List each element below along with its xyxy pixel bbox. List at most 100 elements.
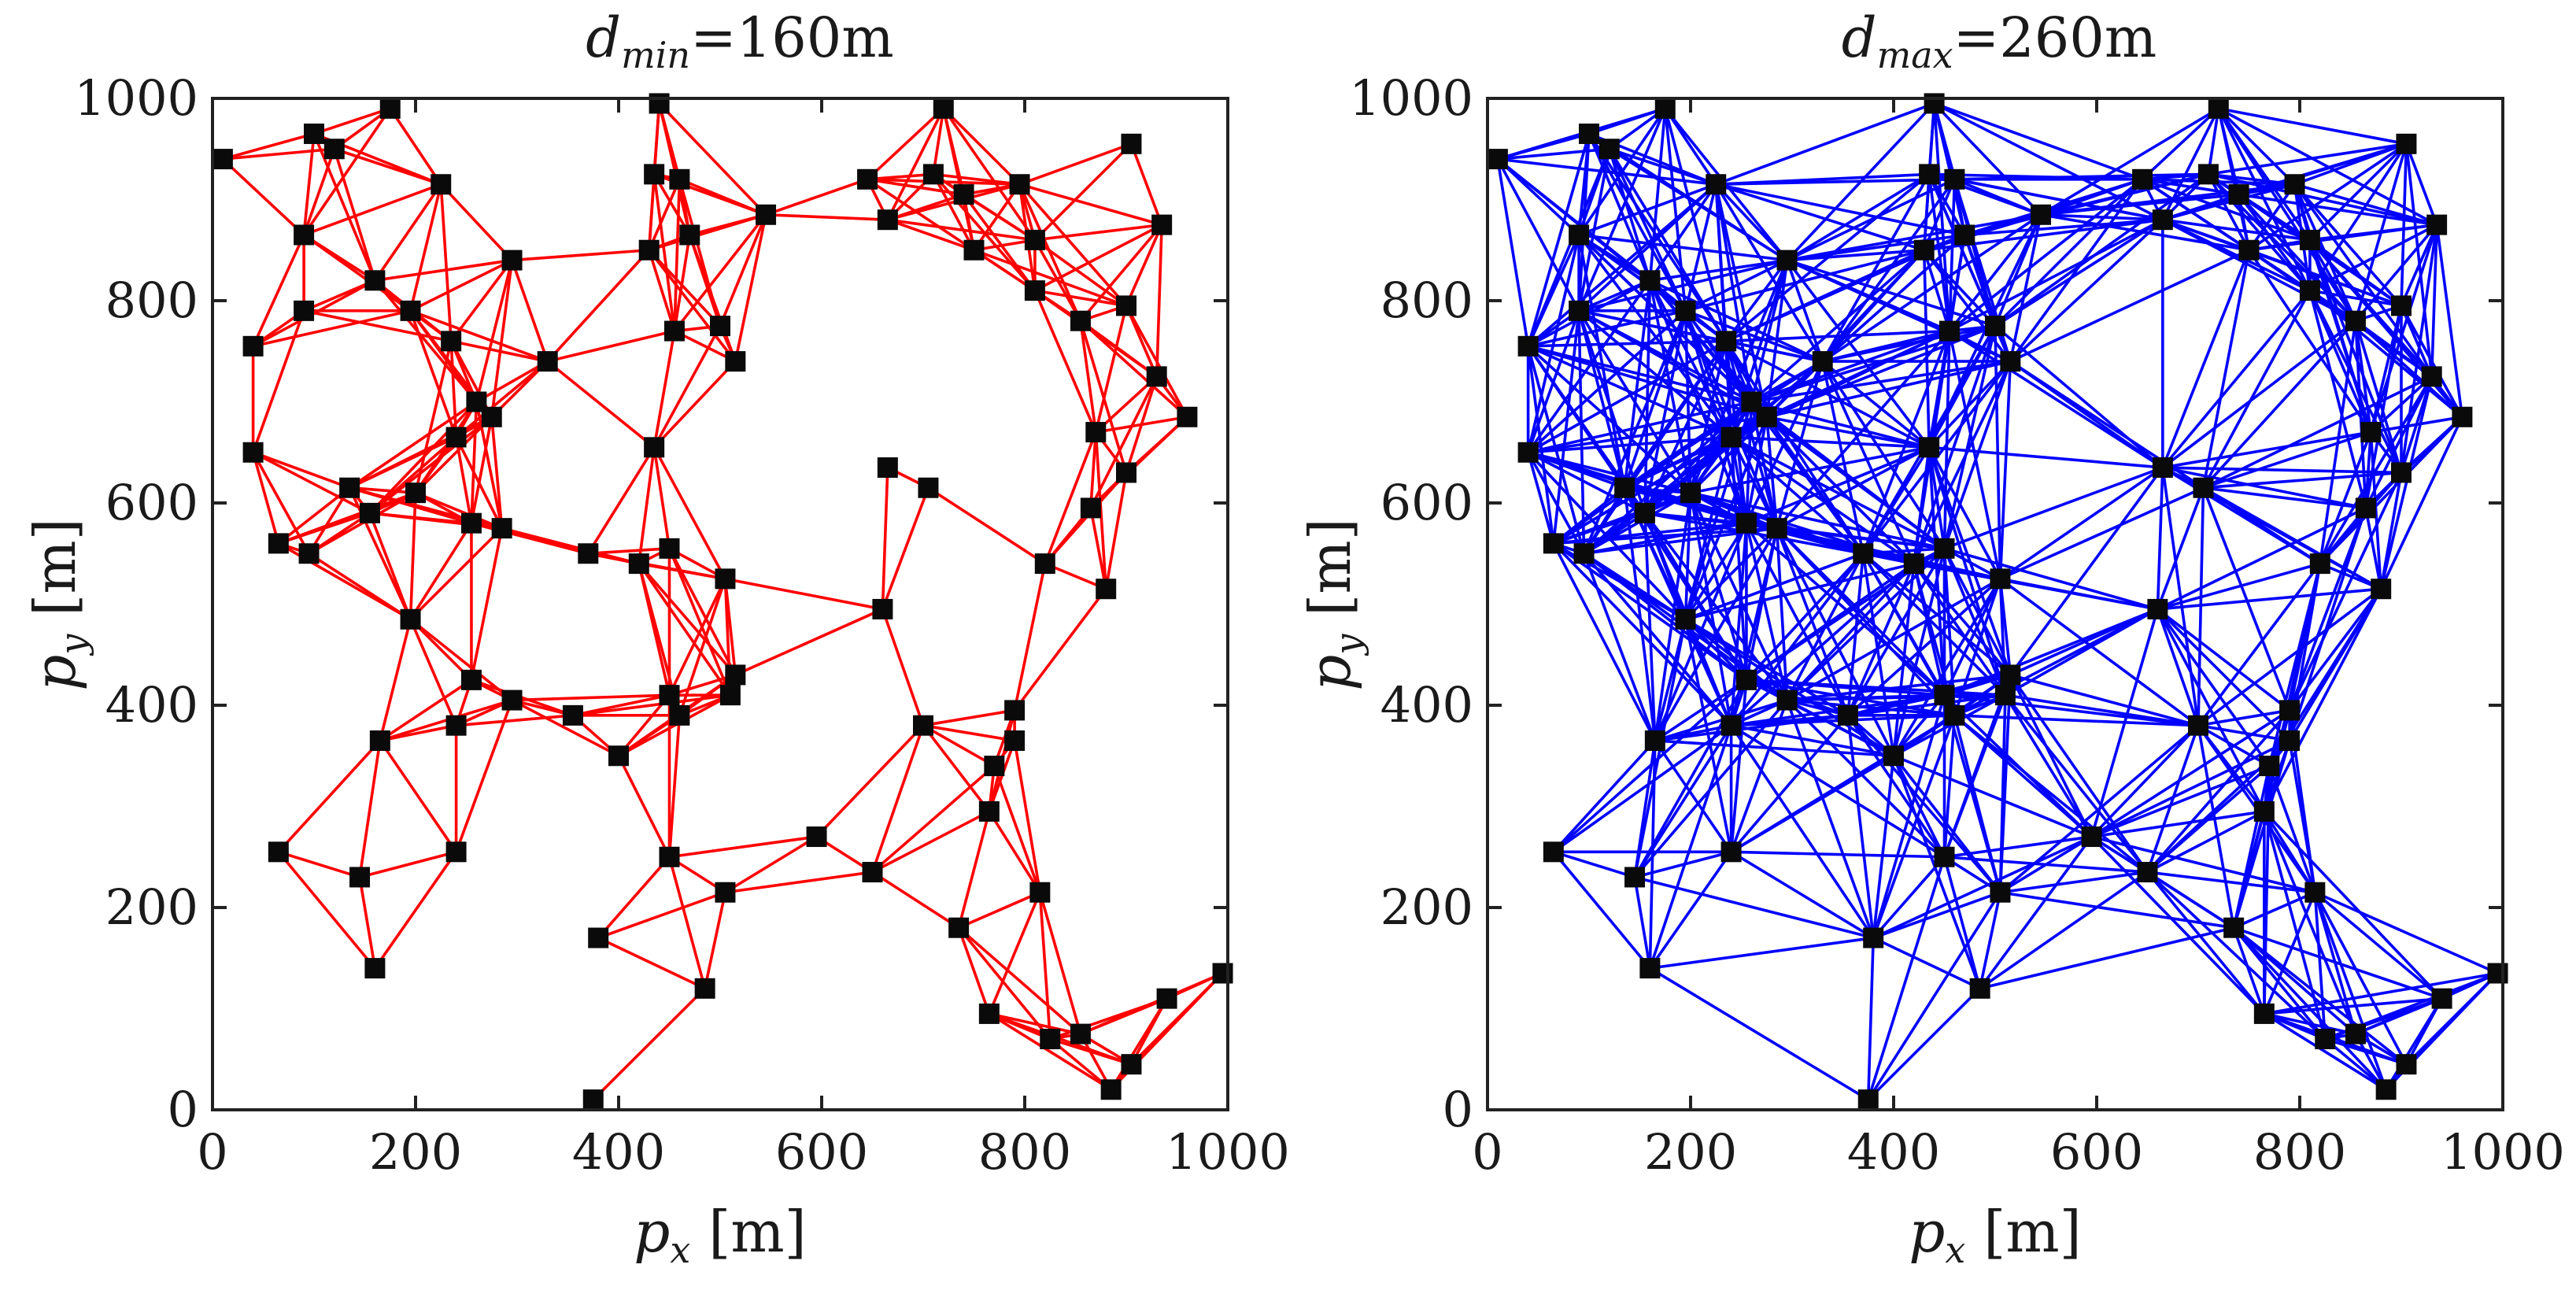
node-marker xyxy=(2000,664,2021,686)
edge xyxy=(652,174,676,331)
edge xyxy=(1863,547,1945,556)
edge xyxy=(765,178,868,216)
edge xyxy=(2146,871,2266,1015)
edge xyxy=(638,447,656,564)
edge xyxy=(2203,471,2402,490)
edge xyxy=(932,173,976,251)
edge xyxy=(957,927,991,1015)
edge xyxy=(2313,891,2408,1066)
edge xyxy=(1079,224,1163,322)
node-marker xyxy=(2000,351,2021,372)
node-marker xyxy=(715,568,736,590)
edge xyxy=(957,811,991,929)
edge xyxy=(1892,755,1982,989)
node-marker xyxy=(1517,335,1539,357)
edge xyxy=(2202,486,2382,590)
edge xyxy=(2430,224,2438,377)
edge xyxy=(1872,756,1895,938)
edge xyxy=(1019,183,1162,227)
edge xyxy=(251,310,305,453)
edge xyxy=(1552,739,1657,853)
edge xyxy=(1953,178,2042,216)
edge xyxy=(2000,871,2148,894)
edge xyxy=(1942,331,1951,549)
edge xyxy=(668,673,736,697)
edge xyxy=(887,218,1036,242)
edge xyxy=(1775,528,1789,701)
edge xyxy=(989,1012,1081,1036)
edge xyxy=(1724,259,1788,342)
edge xyxy=(368,512,412,620)
edge xyxy=(652,325,722,449)
node-marker xyxy=(460,512,482,534)
edge xyxy=(2435,224,2464,418)
edge xyxy=(867,178,975,252)
edge xyxy=(1750,360,1824,404)
node-marker xyxy=(242,335,264,357)
edge xyxy=(2162,466,2402,475)
node-marker xyxy=(638,239,660,261)
edge xyxy=(922,724,991,813)
edge xyxy=(1867,856,1946,1100)
edge xyxy=(1634,850,1732,879)
edge xyxy=(1999,835,2093,894)
edge xyxy=(1964,218,2163,237)
node-marker xyxy=(1837,704,1858,726)
edge xyxy=(1013,563,1047,711)
edge xyxy=(2040,213,2163,221)
node-marker xyxy=(1720,715,1742,736)
edge xyxy=(2009,466,2164,676)
node-marker xyxy=(2132,168,2153,190)
edge xyxy=(2156,487,2205,610)
edge xyxy=(2157,562,2321,611)
edge xyxy=(2313,892,2357,1035)
edge xyxy=(2040,107,2219,216)
edge xyxy=(1104,472,1128,590)
edge xyxy=(725,577,883,611)
edge xyxy=(2202,486,2321,565)
node-marker xyxy=(877,209,898,231)
edge xyxy=(870,725,925,873)
edge xyxy=(1765,329,1950,419)
edge xyxy=(597,856,671,939)
node-marker xyxy=(2147,598,2168,619)
edge xyxy=(2364,375,2434,509)
y-tick-label: 200 xyxy=(105,878,198,936)
edge xyxy=(1578,309,1768,419)
node-marker xyxy=(501,250,523,271)
edge xyxy=(1944,835,2092,859)
edge xyxy=(2197,708,2290,727)
node-marker xyxy=(2253,1003,2275,1024)
edge xyxy=(308,486,351,555)
edge xyxy=(1729,437,1748,680)
edge xyxy=(1496,158,1530,347)
edge xyxy=(922,708,1015,727)
edge xyxy=(2354,224,2438,322)
edge xyxy=(1654,492,1692,741)
edge xyxy=(973,183,1022,251)
edge xyxy=(2404,997,2444,1066)
node-marker xyxy=(2284,174,2305,195)
node-marker xyxy=(2431,988,2452,1009)
node-marker xyxy=(400,300,421,321)
edge xyxy=(1129,143,1163,226)
edge xyxy=(368,416,493,515)
edge xyxy=(1683,416,1768,620)
edge xyxy=(1623,340,1728,489)
edge xyxy=(1948,179,1957,331)
edge xyxy=(1994,178,2144,327)
edge xyxy=(408,183,442,312)
edge xyxy=(1942,856,1982,989)
edge xyxy=(2157,587,2382,611)
edge xyxy=(648,249,722,327)
edge xyxy=(648,249,737,363)
edge xyxy=(1623,310,1687,489)
node-marker xyxy=(491,518,512,539)
edge xyxy=(302,148,336,236)
node-marker xyxy=(441,331,462,352)
edge xyxy=(667,548,732,696)
node-marker xyxy=(1934,846,1955,867)
edge xyxy=(2157,608,2291,742)
node-marker xyxy=(2208,98,2229,119)
edge xyxy=(638,562,737,676)
